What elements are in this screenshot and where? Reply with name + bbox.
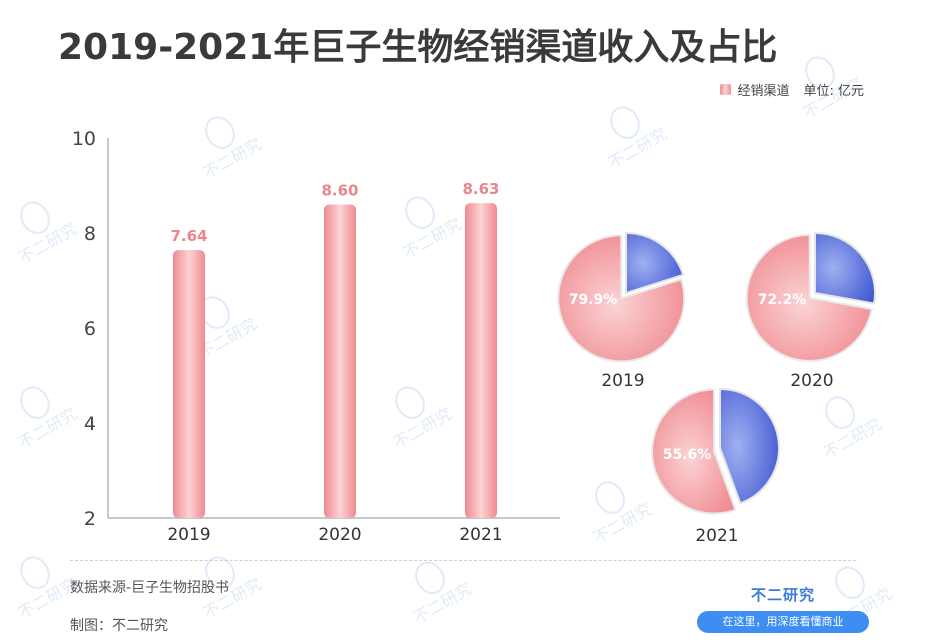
bar-data-label: 8.63 [462,180,499,198]
brand-mascot-icon [20,201,50,234]
unit-label: 单位: 亿元 [803,84,864,99]
pie-slice-main [745,233,873,362]
credit-note: 制图：不二研究 [70,618,168,634]
footer-divider [70,560,856,561]
pie-2020: 72.2% 2020 [745,231,876,391]
bar-2019 [173,250,205,518]
bar-data-label: 8.60 [321,182,358,200]
bar-2020 [324,204,356,518]
legend-swatch [720,84,732,95]
pie-2019: 79.9% 2019 [557,231,686,391]
y-tick-label: 10 [72,128,96,150]
pie-slice-main [651,388,737,515]
y-tick-label: 4 [84,413,96,435]
pie-slice-main [557,234,686,363]
y-tick-label: 2 [84,508,96,530]
legend-series-label: 经销渠道 [737,84,790,99]
x-tick-label: 2019 [167,525,210,545]
brand-mascot-icon [395,386,425,419]
pie-year-label: 2020 [790,371,833,391]
brand-mascot-icon [825,396,855,429]
pie-value-label: 79.9% [569,292,618,308]
brand-mascot-icon [205,116,235,149]
brand-mascot-icon [595,481,625,514]
brand-tagline: 在这里，用深度看懂商业 [697,611,869,633]
brand-mascot-icon [610,106,640,139]
brand-mascot-icon [20,556,50,589]
y-tick-label: 8 [84,223,96,245]
x-tick-label: 2021 [459,525,502,545]
bar-data-label: 7.64 [170,227,207,245]
pie-slice-other [814,231,876,305]
brand-badge: 不二研究 在这里，用深度看懂商业 [697,584,869,633]
source-note: 数据来源-巨子生物招股书 [70,580,230,596]
brand-name: 不二研究 [750,586,815,604]
legend: 经销渠道 单位: 亿元 [720,80,864,99]
pie-slice-other [719,387,780,505]
bar-2021 [465,203,497,518]
brand-mascot-icon [415,561,445,594]
brand-mascot-icon [405,196,435,229]
y-tick-label: 6 [84,318,96,340]
brand-mascot-icon [805,56,835,89]
chart-title: 2019-2021年巨子生物经销渠道收入及占比 [58,27,778,68]
x-tick-label: 2020 [318,525,361,545]
pie-slice-other [625,231,685,295]
brand-mascot-icon [205,556,235,589]
brand-mascot-icon [835,566,865,599]
pie-value-label: 55.6% [663,447,712,463]
pie-year-label: 2019 [601,371,644,391]
pie-2021: 55.6% 2021 [651,387,780,546]
brand-mascot-icon [20,386,50,419]
pie-year-label: 2021 [695,526,738,546]
pie-value-label: 72.2% [758,292,807,308]
